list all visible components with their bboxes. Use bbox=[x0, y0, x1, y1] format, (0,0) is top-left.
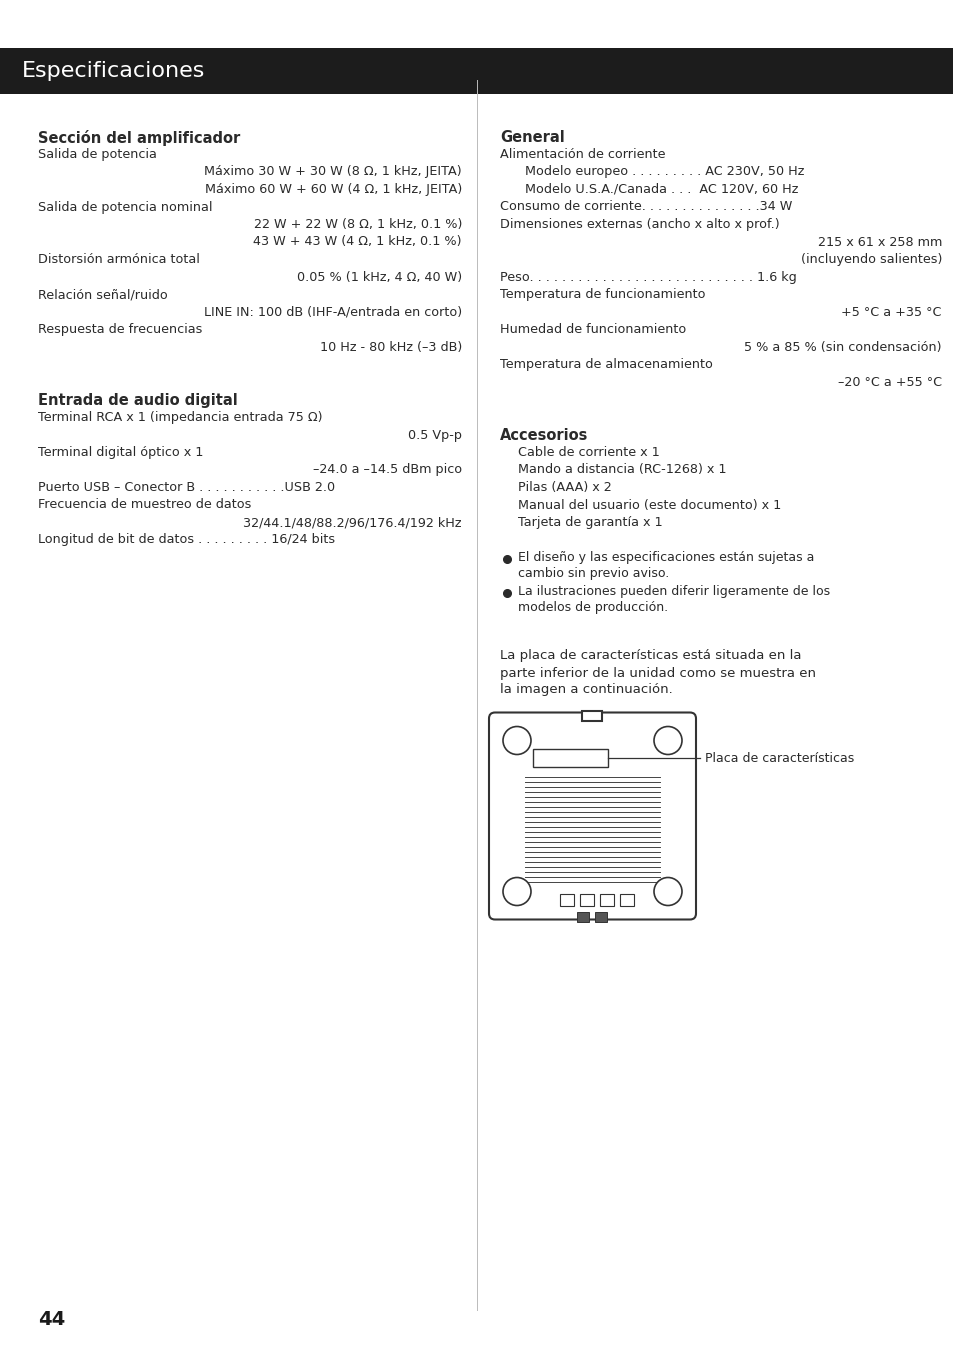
Text: Longitud de bit de datos . . . . . . . . . 16/24 bits: Longitud de bit de datos . . . . . . . .… bbox=[38, 533, 335, 547]
Text: Máximo 60 W + 60 W (4 Ω, 1 kHz, JEITA): Máximo 60 W + 60 W (4 Ω, 1 kHz, JEITA) bbox=[205, 183, 461, 196]
Text: La ilustraciones pueden diferir ligeramente de los: La ilustraciones pueden diferir ligerame… bbox=[517, 585, 829, 598]
Text: Terminal RCA x 1 (impedancia entrada 75 Ω): Terminal RCA x 1 (impedancia entrada 75 … bbox=[38, 412, 322, 424]
Bar bbox=[599, 894, 614, 906]
Text: 0.05 % (1 kHz, 4 Ω, 40 W): 0.05 % (1 kHz, 4 Ω, 40 W) bbox=[296, 271, 461, 283]
Text: El diseño y las especificaciones están sujetas a: El diseño y las especificaciones están s… bbox=[517, 551, 814, 565]
Text: Modelo U.S.A./Canada . . .  AC 120V, 60 Hz: Modelo U.S.A./Canada . . . AC 120V, 60 H… bbox=[524, 183, 798, 196]
Text: 215 x 61 x 258 mm: 215 x 61 x 258 mm bbox=[817, 236, 941, 249]
Text: Placa de características: Placa de características bbox=[704, 753, 853, 765]
Text: Humedad de funcionamiento: Humedad de funcionamiento bbox=[499, 324, 685, 336]
Text: 22 W + 22 W (8 Ω, 1 kHz, 0.1 %): 22 W + 22 W (8 Ω, 1 kHz, 0.1 %) bbox=[253, 218, 461, 232]
Text: parte inferior de la unidad como se muestra en: parte inferior de la unidad como se mues… bbox=[499, 666, 815, 680]
Bar bbox=[595, 911, 607, 922]
Text: modelos de producción.: modelos de producción. bbox=[517, 601, 667, 613]
Text: 0.5 Vp-p: 0.5 Vp-p bbox=[408, 428, 461, 441]
Text: Puerto USB – Conector B . . . . . . . . . . .USB 2.0: Puerto USB – Conector B . . . . . . . . … bbox=[38, 481, 335, 494]
Text: Peso. . . . . . . . . . . . . . . . . . . . . . . . . . . . 1.6 kg: Peso. . . . . . . . . . . . . . . . . . … bbox=[499, 271, 796, 283]
Text: Pilas (AAA) x 2: Pilas (AAA) x 2 bbox=[517, 481, 611, 494]
FancyBboxPatch shape bbox=[489, 712, 696, 919]
Text: Salida de potencia nominal: Salida de potencia nominal bbox=[38, 200, 213, 214]
Circle shape bbox=[654, 727, 681, 754]
Text: Mando a distancia (RC-1268) x 1: Mando a distancia (RC-1268) x 1 bbox=[517, 463, 726, 477]
Text: Modelo europeo . . . . . . . . . AC 230V, 50 Hz: Modelo europeo . . . . . . . . . AC 230V… bbox=[524, 165, 803, 179]
Text: Consumo de corriente. . . . . . . . . . . . . . .34 W: Consumo de corriente. . . . . . . . . . … bbox=[499, 200, 792, 214]
Text: Entrada de audio digital: Entrada de audio digital bbox=[38, 393, 237, 408]
Text: 32/44.1/48/88.2/96/176.4/192 kHz: 32/44.1/48/88.2/96/176.4/192 kHz bbox=[243, 516, 461, 529]
Bar bbox=[577, 911, 589, 922]
Text: Tarjeta de garantía x 1: Tarjeta de garantía x 1 bbox=[517, 516, 662, 529]
Text: Sección del amplificador: Sección del amplificador bbox=[38, 130, 240, 146]
Text: Temperatura de almacenamiento: Temperatura de almacenamiento bbox=[499, 357, 712, 371]
Bar bbox=[559, 894, 574, 906]
Text: Dimensiones externas (ancho x alto x prof.): Dimensiones externas (ancho x alto x pro… bbox=[499, 218, 779, 232]
Text: –20 °C a +55 °C: –20 °C a +55 °C bbox=[837, 375, 941, 389]
Text: +5 °C a +35 °C: +5 °C a +35 °C bbox=[841, 306, 941, 318]
Text: Distorsión armónica total: Distorsión armónica total bbox=[38, 253, 200, 265]
Text: cambio sin previo aviso.: cambio sin previo aviso. bbox=[517, 566, 669, 580]
Circle shape bbox=[502, 877, 531, 906]
Text: (incluyendo salientes): (incluyendo salientes) bbox=[800, 253, 941, 265]
Bar bbox=[582, 711, 602, 720]
Text: Salida de potencia: Salida de potencia bbox=[38, 148, 156, 161]
Text: 5 % a 85 % (sin condensación): 5 % a 85 % (sin condensación) bbox=[743, 340, 941, 353]
Text: LINE IN: 100 dB (IHF-A/entrada en corto): LINE IN: 100 dB (IHF-A/entrada en corto) bbox=[204, 306, 461, 318]
Text: Alimentación de corriente: Alimentación de corriente bbox=[499, 148, 665, 161]
Text: Terminal digital óptico x 1: Terminal digital óptico x 1 bbox=[38, 445, 203, 459]
Bar bbox=[0, 47, 953, 93]
Circle shape bbox=[502, 727, 531, 754]
Text: 10 Hz - 80 kHz (–3 dB): 10 Hz - 80 kHz (–3 dB) bbox=[319, 340, 461, 353]
Text: Temperatura de funcionamiento: Temperatura de funcionamiento bbox=[499, 288, 705, 301]
Bar bbox=[579, 894, 594, 906]
Text: Máximo 30 W + 30 W (8 Ω, 1 kHz, JEITA): Máximo 30 W + 30 W (8 Ω, 1 kHz, JEITA) bbox=[204, 165, 461, 179]
Text: 44: 44 bbox=[38, 1311, 65, 1330]
Text: Frecuencia de muestreo de datos: Frecuencia de muestreo de datos bbox=[38, 498, 251, 512]
Bar bbox=[533, 749, 607, 766]
Text: 43 W + 43 W (4 Ω, 1 kHz, 0.1 %): 43 W + 43 W (4 Ω, 1 kHz, 0.1 %) bbox=[253, 236, 461, 249]
Text: Relación señal/ruido: Relación señal/ruido bbox=[38, 288, 168, 301]
Circle shape bbox=[654, 877, 681, 906]
Text: Cable de corriente x 1: Cable de corriente x 1 bbox=[517, 445, 659, 459]
Text: Accesorios: Accesorios bbox=[499, 428, 588, 443]
Bar bbox=[619, 894, 634, 906]
Text: Respuesta de frecuencias: Respuesta de frecuencias bbox=[38, 324, 202, 336]
Text: La placa de características está situada en la: La placa de características está situada… bbox=[499, 650, 801, 662]
Text: General: General bbox=[499, 130, 564, 145]
Text: Manual del usuario (este documento) x 1: Manual del usuario (este documento) x 1 bbox=[517, 498, 781, 512]
Text: –24.0 a –14.5 dBm pico: –24.0 a –14.5 dBm pico bbox=[313, 463, 461, 477]
Text: Especificaciones: Especificaciones bbox=[22, 61, 205, 81]
Text: la imagen a continuación.: la imagen a continuación. bbox=[499, 684, 672, 696]
